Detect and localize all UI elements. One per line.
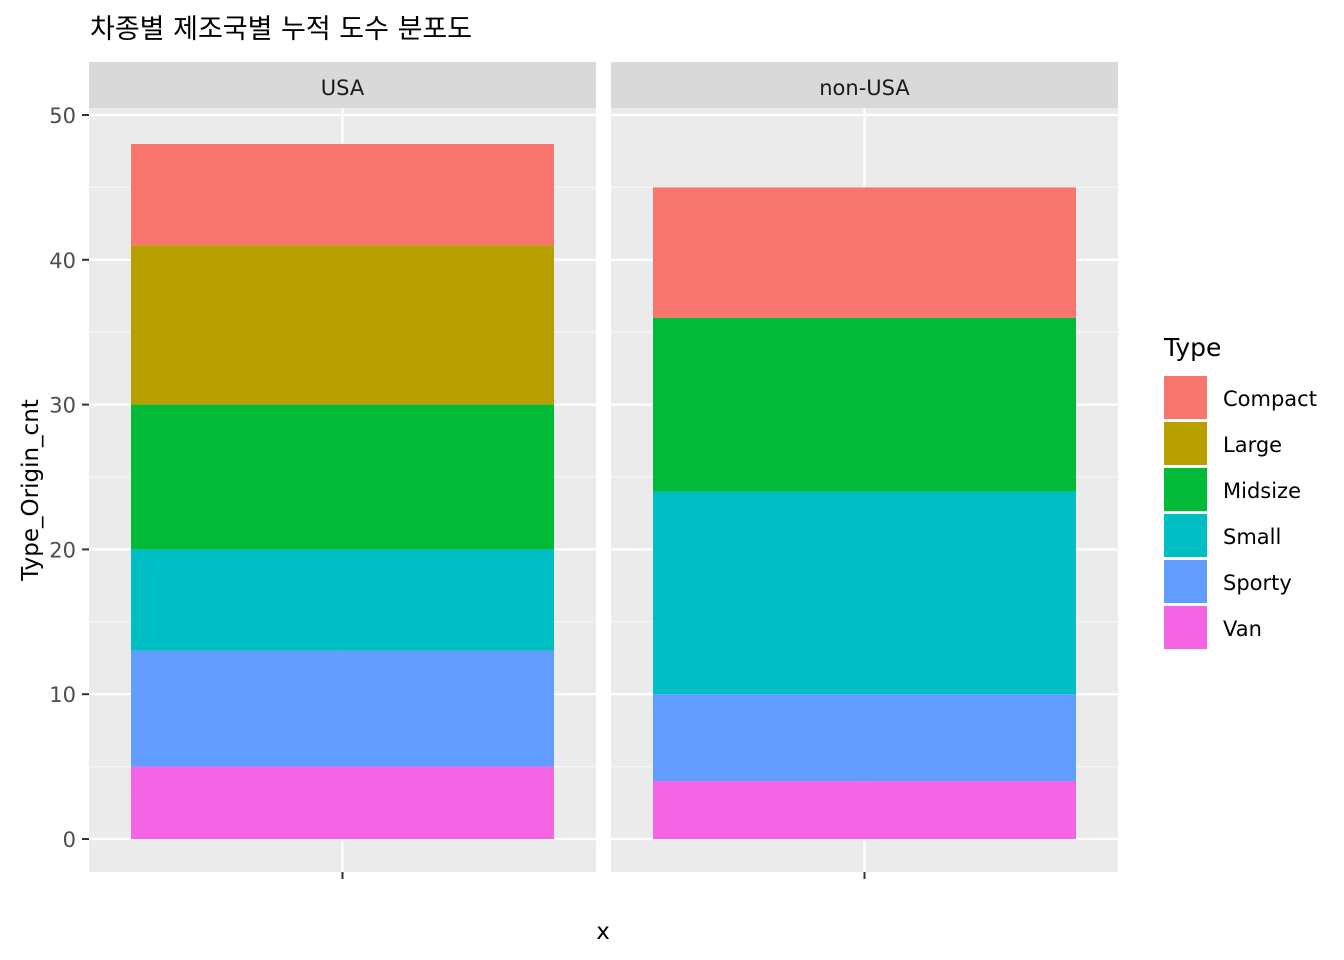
y-axis: 0 10 20 30 40 50 [49, 104, 89, 852]
legend-swatch-sporty [1164, 560, 1207, 603]
bar-compact-usa [131, 143, 554, 246]
facet-strip [89, 62, 596, 108]
bar-van-usa [131, 766, 554, 839]
y-tick-label: 0 [63, 828, 76, 852]
bar-small-non-usa [653, 491, 1076, 695]
legend-label-compact: Compact [1223, 387, 1317, 411]
facet-strip-label: non-USA [819, 76, 910, 100]
bar-van-non-usa [653, 781, 1076, 839]
legend-label-large: Large [1223, 433, 1282, 457]
y-tick-label: 40 [49, 249, 76, 273]
chart-title: 차종별 제조국별 누적 도수 분포도 [90, 14, 472, 45]
legend-label-small: Small [1223, 525, 1281, 549]
y-tick-label: 50 [49, 104, 76, 128]
bar-midsize-usa [131, 404, 554, 550]
legend-label-midsize: Midsize [1223, 479, 1301, 503]
facet-panel-usa: USA [89, 62, 596, 879]
legend-swatch-midsize [1164, 468, 1207, 511]
y-tick-label: 20 [49, 538, 76, 562]
bar-sporty-usa [131, 650, 554, 767]
bar-sporty-non-usa [653, 694, 1076, 782]
legend-swatch-compact [1164, 376, 1207, 419]
legend-title: Type [1163, 333, 1221, 362]
legend: Type Compact Large Midsize Small Sporty Van [1163, 333, 1317, 649]
bar-midsize-non-usa [653, 317, 1076, 492]
y-tick-label: 30 [49, 394, 76, 418]
legend-label-van: Van [1223, 617, 1262, 641]
bar-small-usa [131, 549, 554, 651]
legend-swatch-van [1164, 606, 1207, 649]
bar-compact-non-usa [653, 187, 1076, 318]
legend-label-sporty: Sporty [1223, 571, 1292, 595]
y-tick-label: 10 [49, 683, 76, 707]
legend-swatch-large [1164, 422, 1207, 465]
x-axis-label: x [596, 919, 610, 945]
facet-panels: USA non-USA [89, 62, 1118, 879]
facet-panel-non-usa: non-USA [611, 62, 1118, 879]
facet-strip [611, 62, 1118, 108]
bar-large-usa [131, 245, 554, 405]
legend-swatch-small [1164, 514, 1207, 557]
facet-strip-label: USA [321, 76, 365, 100]
y-axis-label: Type_Origin_cnt [18, 399, 44, 582]
